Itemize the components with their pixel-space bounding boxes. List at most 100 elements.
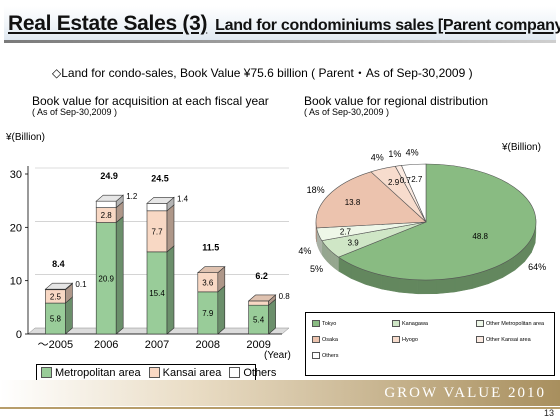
bar-value-label: 2.8	[101, 211, 113, 220]
pie-percent-label: 4%	[371, 153, 384, 163]
bar-xtick-label: ～2005	[38, 339, 73, 351]
bar-total-label: 24.9	[100, 171, 118, 181]
bar-total-label: 24.5	[151, 173, 169, 183]
pie-percent-label: 5%	[310, 264, 323, 274]
bar-top	[247, 294, 277, 302]
page-number: 13	[543, 408, 554, 418]
bar-value-label: 15.4	[149, 289, 165, 298]
pie-percent-label: 4%	[406, 147, 419, 157]
bar-value-label: 7.7	[151, 227, 163, 236]
pie-legend-others-label: Others	[322, 352, 339, 359]
pie-slice	[315, 171, 427, 229]
bar-segment-side	[217, 285, 226, 335]
bar-value-label: 1.2	[126, 192, 138, 201]
pie-legend-osaka: Osaka	[312, 336, 338, 343]
title-underline	[4, 40, 556, 43]
bar-value-label: 20.9	[98, 274, 114, 283]
bar-xtick-label: 2006	[94, 339, 118, 351]
pie-swatch-others	[312, 352, 320, 359]
bar-total-label: 11.5	[202, 243, 219, 253]
pie-legend-other-metro: Other Metropolitan area	[476, 320, 544, 327]
bar-chart-title: Book value for acquisition at each fisca…	[32, 94, 269, 108]
pie-slice-side	[436, 277, 456, 295]
pie-legend-hyogo-label: Hyogo	[402, 336, 418, 343]
pie-percent-label: 4%	[298, 246, 311, 256]
pie-legend-others: Others	[312, 352, 339, 359]
pie-slice-side	[399, 278, 419, 295]
summary-text: ◇Land for condo-sales, Book Value ¥75.6 …	[52, 66, 473, 80]
bar-total-label: 8.4	[52, 259, 65, 269]
bar-value-label: 0.1	[75, 280, 87, 289]
title-bar	[4, 6, 556, 40]
pie-swatch-other-metro	[476, 320, 484, 327]
legend-kansai: Kansai area	[148, 366, 222, 379]
pie-chart-subtitle: ( As of Sep-30,2009 )	[304, 107, 390, 117]
bar-value-label: 7.9	[202, 309, 214, 318]
bar-xtick-label: 2008	[196, 339, 220, 351]
page-title-sub: Land for condominiums sales [Parent comp…	[215, 17, 560, 34]
footer-band	[0, 380, 560, 406]
bar-segment-side	[115, 215, 124, 335]
bar-value-label: 2.5	[50, 292, 62, 301]
bar-value-label: 5.4	[253, 316, 265, 325]
pie-legend: Tokyo Kanagawa Other Metropolitan area O…	[305, 312, 555, 376]
pie-swatch-hyogo	[392, 336, 400, 343]
pie-value-label: 48.8	[472, 232, 488, 241]
pie-percent-label: 1%	[388, 149, 401, 159]
pie-swatch-kanagawa	[392, 320, 400, 327]
pie-legend-hyogo: Hyogo	[392, 336, 418, 343]
bar-segment	[146, 203, 168, 212]
bar-ytick-label: 20	[10, 222, 22, 234]
pie-percent-label: 64%	[528, 262, 546, 272]
pie-legend-kanagawa-label: Kanagawa	[402, 320, 428, 327]
pie-value-label: 0.7	[400, 176, 412, 185]
pie-legend-tokyo-label: Tokyo	[322, 320, 337, 327]
pie-value-label: 2.9	[388, 178, 400, 187]
legend-metropolitan-label: Metropolitan area	[55, 366, 141, 379]
pie-slice	[337, 163, 537, 281]
bar-top	[146, 197, 175, 204]
bar-segment-side	[166, 204, 175, 253]
bar-value-label: 0.8	[279, 292, 291, 301]
bar-value-label: 3.6	[202, 278, 214, 287]
bar-segment	[95, 200, 117, 208]
bar-top	[95, 194, 125, 202]
bar-ytick-label: 10	[10, 276, 22, 288]
pie-legend-other-metro-label: Other Metropolitan area	[486, 320, 545, 327]
pie-value-label: 3.9	[348, 238, 360, 247]
legend-metropolitan: Metropolitan area	[41, 367, 141, 379]
swatch-others	[229, 367, 241, 378]
pie-chart-title: Book value for regional distribution	[304, 94, 489, 108]
bar-value-label: 5.8	[50, 315, 62, 324]
legend-others: Others	[229, 367, 276, 379]
bar-value-label: 1.4	[177, 194, 189, 203]
pie-slice	[401, 163, 427, 223]
page-title-main: Real Estate Sales (3)	[8, 12, 208, 35]
bar-ytick-label: 30	[10, 169, 22, 181]
bar-segment-side	[166, 245, 175, 335]
pie-swatch-other-kansai	[476, 336, 484, 343]
pie-legend-other-kansai-label: Other Kansai area	[486, 336, 531, 343]
pie-swatch-tokyo	[312, 320, 320, 327]
pie-value-label: 13.8	[345, 198, 361, 207]
pie-legend-tokyo: Tokyo	[312, 320, 336, 327]
page-title: Real Estate Sales (3) Land for condominiu…	[8, 12, 560, 36]
bar-total-label: 6.2	[255, 271, 268, 281]
bar-ytick-label: 0	[16, 329, 22, 341]
bar-chart-subtitle: ( As of Sep-30,2009 )	[32, 107, 118, 117]
pie-value-label: 2.7	[411, 175, 423, 184]
pie-slice-side	[417, 279, 437, 295]
legend-others-label: Others	[243, 366, 277, 379]
bar-legend: Metropolitan area Kansai area Others	[36, 364, 276, 381]
bar-segment-side	[65, 296, 73, 335]
bar-chart: 0 10 20 30 ¥(Billion) (Year) 5.8 2.5 0.1 8.4 ～2005…	[5, 132, 291, 361]
pie-chart: 48.83.92.713.82.9 0.7 2.764%5%4%18%4% 1% 4% ¥…	[298, 142, 546, 295]
legend-kansai-label: Kansai area	[162, 366, 222, 379]
swatch-kansai	[148, 367, 160, 378]
bar-xtick-label: 2009	[246, 339, 270, 351]
pie-legend-osaka-label: Osaka	[322, 336, 338, 343]
bar-segment	[248, 300, 269, 306]
pie-swatch-osaka	[312, 336, 320, 343]
pie-unit-label: ¥(Billion)	[501, 142, 541, 153]
pie-legend-kanagawa: Kanagawa	[392, 320, 428, 327]
